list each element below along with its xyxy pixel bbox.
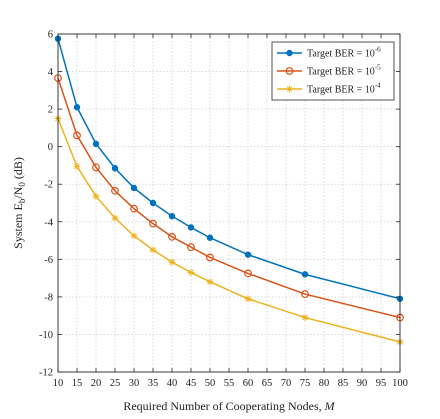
x-tick-label: 25 — [110, 378, 121, 389]
series — [54, 115, 404, 346]
series-line — [57, 118, 401, 343]
data-point — [168, 258, 176, 266]
x-tick-label: 75 — [300, 378, 311, 389]
y-axis-label-prefix: System E — [11, 203, 25, 249]
y-axis-label-middle: /N — [11, 186, 25, 198]
data-point — [285, 67, 294, 75]
series-layer — [54, 35, 404, 346]
data-point — [111, 186, 119, 195]
data-point — [92, 193, 100, 200]
data-point — [244, 251, 252, 258]
axis-ticks — [57, 33, 401, 373]
y-tick-label: -8 — [44, 292, 53, 303]
data-point — [149, 246, 157, 254]
series-line — [57, 77, 401, 319]
data-point — [130, 204, 138, 213]
x-tick-label: 80 — [319, 378, 330, 389]
x-tick-label: 90 — [357, 378, 368, 389]
data-point — [286, 49, 293, 57]
legend-label: Target BER = 10-5 — [307, 64, 381, 78]
x-tick-label: 15 — [72, 378, 83, 389]
tick-labels: 10 15 20 25 30 35 40 45 50 55 60 65 70 75 80 85 90 95 100-… — [39, 30, 408, 390]
legend-label: Target BER = 10-4 — [307, 82, 381, 96]
data-point — [73, 131, 81, 140]
data-point — [73, 162, 81, 170]
data-point — [206, 278, 214, 286]
data-point — [73, 104, 81, 111]
x-tick-label: 85 — [338, 378, 349, 389]
x-tick-label: 20 — [91, 378, 102, 389]
data-point — [168, 212, 176, 220]
x-tick-label: 35 — [148, 378, 159, 389]
x-tick-label: 55 — [224, 378, 235, 389]
series — [54, 74, 404, 322]
x-tick-label: 70 — [281, 378, 292, 389]
legend-label-base: Target BER = 10 — [307, 49, 375, 60]
x-tick-label: 60 — [243, 378, 254, 389]
legend-label-exponent: -5 — [375, 64, 381, 72]
data-point — [149, 219, 157, 228]
legend-item: Target BER = 10-4 — [277, 82, 381, 96]
x-tick-label: 95 — [376, 378, 387, 389]
data-point — [187, 224, 195, 231]
legend-label-exponent: -6 — [375, 46, 381, 54]
y-tick-label: -6 — [44, 255, 53, 266]
x-tick-label: 100 — [392, 378, 408, 389]
legend-item: Target BER = 10-5 — [277, 64, 381, 78]
y-axis-label-sub-b: b — [17, 198, 27, 203]
y-tick-label: 2 — [48, 105, 53, 116]
y-axis-label: System Eb/N0 (dB) — [11, 157, 27, 249]
y-axis-label-suffix: (dB) — [11, 157, 25, 182]
legend-label: Target BER = 10-6 — [307, 46, 381, 60]
data-point — [187, 269, 195, 276]
series — [54, 35, 404, 302]
y-tick-label: 0 — [48, 142, 53, 153]
data-point — [301, 314, 309, 321]
data-point — [130, 232, 138, 240]
data-point — [301, 290, 309, 298]
y-axis-label-sub-0: 0 — [17, 182, 27, 187]
data-point — [92, 140, 100, 148]
data-point — [92, 163, 100, 172]
data-point — [301, 271, 309, 278]
legend-item: Target BER = 10-6 — [277, 46, 381, 60]
data-point — [149, 199, 157, 207]
series-line — [57, 38, 401, 300]
data-point — [206, 234, 214, 241]
legend-label-exponent: -4 — [375, 82, 381, 90]
x-tick-label: 65 — [262, 378, 273, 389]
y-tick-label: -12 — [39, 368, 53, 379]
x-axis-label: Required Number of Cooperating Nodes, M — [123, 399, 335, 413]
data-point — [111, 165, 119, 172]
data-point — [168, 232, 176, 241]
x-tick-label: 45 — [186, 378, 197, 389]
y-tick-label: 4 — [48, 67, 54, 78]
data-point — [244, 295, 252, 303]
data-point — [286, 85, 293, 93]
data-point — [130, 184, 138, 192]
x-tick-label: 50 — [205, 378, 216, 389]
data-point — [111, 214, 119, 222]
legend-label-base: Target BER = 10 — [307, 67, 375, 78]
x-tick-label: 10 — [53, 378, 64, 389]
data-point — [244, 269, 252, 278]
y-tick-label: 6 — [48, 30, 53, 41]
y-tick-label: -10 — [39, 330, 53, 341]
x-axis-label-symbol: M — [324, 399, 336, 413]
legend-label-base: Target BER = 10 — [307, 85, 375, 96]
data-point — [187, 243, 195, 252]
y-tick-label: -2 — [44, 180, 53, 191]
x-tick-label: 40 — [167, 378, 178, 389]
y-tick-label: -4 — [44, 217, 53, 228]
x-tick-label: 30 — [129, 378, 140, 389]
x-axis-label-text: Required Number of Cooperating Nodes, — [123, 399, 321, 413]
data-point — [206, 253, 214, 262]
